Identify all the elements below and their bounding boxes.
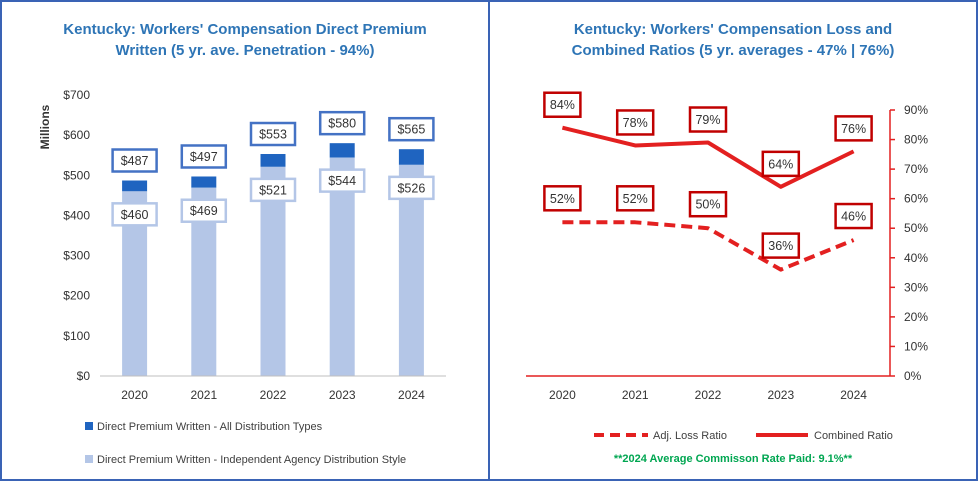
y-tick-label: 50% <box>904 221 928 235</box>
data-label-all: $580 <box>328 117 356 131</box>
premium-chart-title-line1: Kentucky: Workers' Compensation Direct P… <box>63 21 427 38</box>
data-label-box-independent <box>111 202 158 227</box>
x-tick-label: 2020 <box>121 388 148 402</box>
bar-all-distribution <box>122 180 148 192</box>
commission-rate-note: **2024 Average Commisson Rate Paid: 9.1%… <box>613 453 853 465</box>
data-label-box-loss <box>688 190 728 218</box>
data-label-combined: 64% <box>768 157 793 171</box>
data-label-combined: 78% <box>623 116 648 130</box>
loss-ratio-line <box>562 220 855 272</box>
data-label-box-loss <box>543 185 582 212</box>
data-label-box-loss <box>834 202 873 230</box>
y-tick-label: 30% <box>904 280 928 294</box>
data-label-box-independent <box>388 175 435 201</box>
data-label-box-loss <box>615 185 655 212</box>
legend-swatch-all <box>85 422 93 430</box>
y-tick-label: $600 <box>63 128 90 142</box>
bar-all-distribution <box>398 149 424 165</box>
data-label-box-all <box>111 148 158 173</box>
legend-label-independent: Direct Premium Written - Independent Age… <box>97 454 406 466</box>
data-label-box-combined <box>688 106 728 133</box>
data-label-loss: 36% <box>768 239 793 253</box>
x-tick-label: 2024 <box>398 388 425 402</box>
combined-ratio-line <box>561 125 855 189</box>
data-label-all: $497 <box>190 150 218 164</box>
bar-all-distribution <box>191 176 217 188</box>
data-label-box-combined <box>615 109 655 136</box>
data-label-box-all <box>318 110 366 136</box>
y-tick-label: $700 <box>63 88 90 102</box>
ratio-chart-title-line1: Kentucky: Workers' Compensation Loss and <box>573 21 893 38</box>
bar-all-distribution <box>260 154 286 167</box>
legend-label-combined: Combined Ratio <box>814 430 893 442</box>
data-label-box-all <box>388 116 435 142</box>
data-label-box-all <box>180 144 228 169</box>
y-tick-label: $0 <box>77 369 91 383</box>
data-label-loss: 52% <box>623 192 648 206</box>
data-label-box-independent <box>249 177 297 203</box>
y-tick-label: $400 <box>63 208 90 222</box>
y-axis-label: Millions <box>38 104 52 149</box>
data-label-combined: 79% <box>695 113 720 127</box>
x-tick-label: 2024 <box>840 388 867 402</box>
data-label-all: $553 <box>259 128 287 142</box>
data-label-independent: $469 <box>190 204 218 218</box>
data-label-independent: $521 <box>259 183 287 197</box>
data-label-box-combined <box>834 115 873 142</box>
data-label-independent: $544 <box>328 174 356 188</box>
data-label-box-independent <box>180 198 228 223</box>
data-label-combined: 84% <box>550 98 575 112</box>
data-label-loss: 50% <box>695 198 720 212</box>
y-tick-label: $200 <box>63 289 90 303</box>
premium-bar-chart: $0 $100 $200 $300 $400 $500 $600 $700 Millions 20… <box>38 88 446 466</box>
legend-label-loss: Adj. Loss Ratio <box>653 430 727 442</box>
ratio-line-chart: 0% 10% 20% 30% 40% 50% 60% 70% 80% 90% 2020 2021 202… <box>526 91 928 442</box>
data-label-all: $565 <box>397 123 425 137</box>
x-tick-label: 2023 <box>329 388 356 402</box>
y-tick-label: 80% <box>904 133 928 147</box>
data-label-combined: 76% <box>841 122 866 136</box>
data-label-loss: 52% <box>550 192 575 206</box>
x-tick-label: 2023 <box>767 388 794 402</box>
data-label-box-combined <box>543 91 582 118</box>
legend-swatch-independent <box>85 455 93 463</box>
data-label-box-independent <box>318 168 366 193</box>
y-tick-label: $500 <box>63 168 90 182</box>
x-tick-label: 2022 <box>260 388 287 402</box>
y-tick-label: 70% <box>904 162 928 176</box>
premium-chart-panel: Kentucky: Workers' Compensation Direct P… <box>0 0 490 481</box>
data-label-all: $487 <box>121 154 149 168</box>
bar-independent-agency <box>329 157 355 376</box>
bar-all-distribution <box>329 143 355 158</box>
data-label-independent: $526 <box>397 181 425 195</box>
data-label-independent: $460 <box>121 208 149 222</box>
legend-label-all: Direct Premium Written - All Distributio… <box>97 421 323 433</box>
y-tick-label: 0% <box>904 369 922 383</box>
y-tick-label: 40% <box>904 251 928 265</box>
x-tick-label: 2021 <box>622 388 649 402</box>
y-tick-label: 60% <box>904 192 928 206</box>
y-tick-label: 10% <box>904 339 928 353</box>
data-label-box-loss <box>761 232 801 259</box>
y-tick-label: 20% <box>904 310 928 324</box>
y-tick-label: $300 <box>63 249 90 263</box>
ratio-chart-title-line2: Combined Ratios (5 yr. averages - 47% | … <box>571 42 895 59</box>
data-label-box-combined <box>761 150 801 178</box>
ratio-chart-panel: Kentucky: Workers' Compensation Loss and… <box>488 0 978 481</box>
data-label-box-all <box>249 121 297 147</box>
y-tick-label: 90% <box>904 103 928 117</box>
x-tick-label: 2021 <box>190 388 217 402</box>
x-tick-label: 2020 <box>549 388 576 402</box>
y-tick-label: $100 <box>63 329 90 343</box>
x-tick-label: 2022 <box>695 388 722 402</box>
data-label-loss: 46% <box>841 210 866 224</box>
premium-chart-title-line2: Written (5 yr. ave. Penetration - 94%) <box>115 42 375 59</box>
